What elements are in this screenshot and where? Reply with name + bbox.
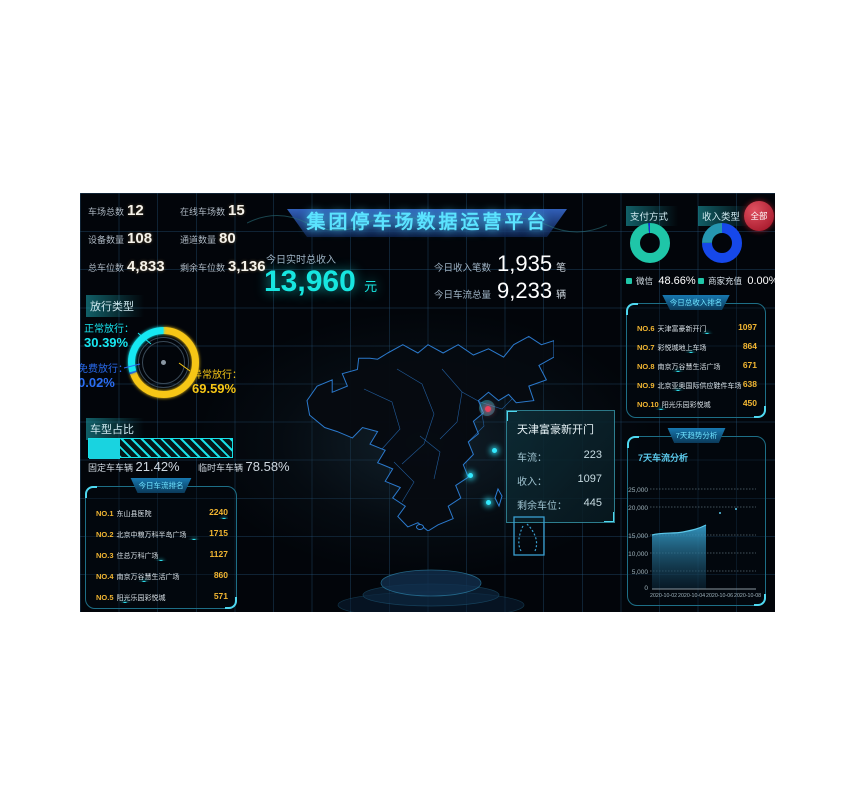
svg-text:15,000: 15,000: [628, 533, 648, 540]
svg-text:5,000: 5,000: [632, 569, 649, 576]
svg-text:2020-10-06: 2020-10-06: [706, 593, 733, 597]
svg-text:10,000: 10,000: [628, 551, 648, 558]
svg-text:2020-10-04: 2020-10-04: [678, 593, 705, 597]
svg-text:25,000: 25,000: [628, 487, 648, 494]
svg-text:20,000: 20,000: [628, 505, 648, 512]
svg-text:2020-10-08: 2020-10-08: [734, 593, 761, 597]
svg-text:0: 0: [644, 585, 648, 592]
svg-text:2020-10-02: 2020-10-02: [650, 593, 677, 597]
